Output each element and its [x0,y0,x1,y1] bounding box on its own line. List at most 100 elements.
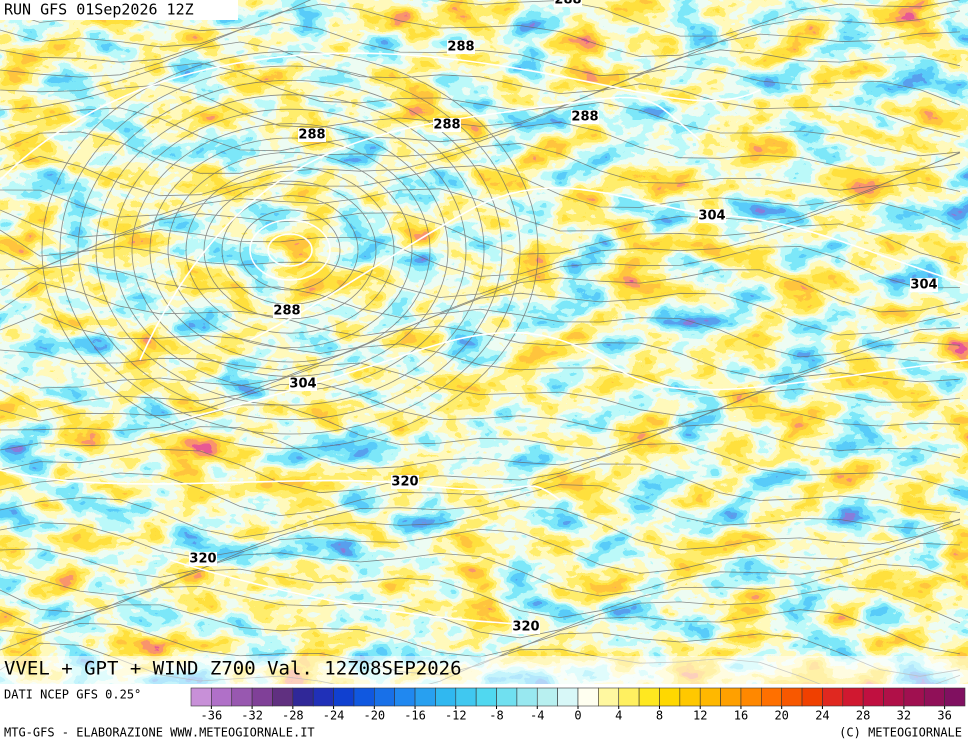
streamline [131,123,449,377]
colorbar-swatch [923,687,945,707]
source-label: DATI NCEP GFS 0.25° [4,688,141,702]
colorbar-swatch [699,687,721,707]
contour-label-bg [433,118,461,132]
contour-label: 288 [298,128,325,143]
contour-label-bg [189,552,217,566]
colorbar-swatch [883,687,905,707]
run-label: RUN GFS 01Sep2026 12Z [4,1,194,19]
contour-label-bg [391,475,419,489]
contour-label: 320 [189,552,216,567]
streamline [0,245,961,298]
colorbar-swatch [475,687,497,707]
run-box [0,0,238,20]
colorbar-swatch [862,687,884,707]
streamline [0,101,961,157]
colorbar-swatch [903,687,925,707]
streamline [0,484,961,538]
streamline [0,3,961,57]
colorbar-swatch [312,687,334,707]
colorbar-swatch [292,687,314,707]
colorbar-swatch [496,687,518,707]
streamline [185,166,395,334]
colorbar-tick-label: -24 [323,709,345,723]
wind-streamlines [0,0,961,699]
streamline [77,79,503,421]
streamline [0,22,961,77]
streamline [0,463,961,517]
streamline [0,41,961,95]
colorbar-swatch [638,687,660,707]
colorbar-tick-label: 20 [774,709,788,723]
contour-label: 304 [910,278,937,293]
contour-label-bg [910,278,938,292]
streamline [0,506,961,559]
streamline [0,202,961,257]
streamline [0,382,961,434]
streamline [0,563,961,619]
colorbar-swatch [231,687,253,707]
contour-label-bg [571,110,599,124]
colorbar-swatch [557,687,579,707]
contour-label: 304 [698,209,725,224]
streamline [0,0,961,37]
streamline [0,282,961,337]
colorbar-tick-label: 0 [574,709,581,723]
contour-label: 288 [571,110,598,125]
contour-label-bg [298,128,326,142]
streamline [0,362,961,417]
colorbar-tick-label: -4 [530,709,544,723]
map-title: VVEL + GPT + WIND Z700 Val. 12Z08SEP2026 [4,658,462,680]
colorbar-tick-label: 32 [897,709,911,723]
colorbar-tick-label: 28 [856,709,870,723]
colorbar-swatch [822,687,844,707]
contour-label-bg [698,209,726,223]
colorbar-swatch [659,687,681,707]
footer-right: (C) METEOGIORNALE [839,726,962,740]
colorbar-tick-label: 4 [615,709,622,723]
contour-label-bg [447,40,475,54]
contour-label-bg [273,304,301,318]
colorbar-tick-label: -20 [363,709,385,723]
colorbar-swatch [679,687,701,707]
streamline [0,308,961,358]
streamline [0,223,961,277]
colorbar-swatch [374,687,395,707]
colorbar-swatch [740,687,762,707]
contour-label: 320 [391,475,418,490]
streamline [0,523,961,578]
colorbar-tick-label: -8 [489,709,503,723]
colorbar-tick-label: -32 [241,709,263,723]
colorbar-swatch [781,687,803,707]
colorbar-swatch [455,687,477,707]
contour-label: 288 [433,118,460,133]
contour-label-bg [512,620,540,634]
colorbar-tick-label: -36 [201,709,223,723]
streamline [0,404,961,450]
colorbar-swatch [801,687,823,707]
streamline [0,83,961,138]
contour-label-bg [554,0,582,7]
colorbar-swatch [211,687,233,707]
streamline [0,62,961,111]
colorbar-swatch [272,687,294,707]
colorbar-tick-label: -28 [282,709,304,723]
geopotential-contours [0,52,968,626]
colorbar-swatch [618,687,640,707]
colorbar-tick-label: 12 [693,709,707,723]
streamline [149,137,431,363]
colorbar-swatch [761,687,782,707]
streamline [59,65,521,435]
contour-label-bg [289,377,317,391]
colorbar-swatch [190,687,212,707]
streamline [0,263,961,318]
colorbar-swatch [577,687,599,707]
contour-label: 288 [447,40,474,55]
contour-label: 320 [512,620,539,635]
title-band [0,656,968,684]
colorbar-swatch [251,687,273,707]
colorbar: -36 -32 -28 -24 -20 -16 -12 -8 -4 0 4 8 12 16 20 24 28 32… [190,687,966,723]
colorbar-swatch [353,687,375,707]
colorbar-tick-label: -12 [445,709,467,723]
streamline [167,151,413,348]
